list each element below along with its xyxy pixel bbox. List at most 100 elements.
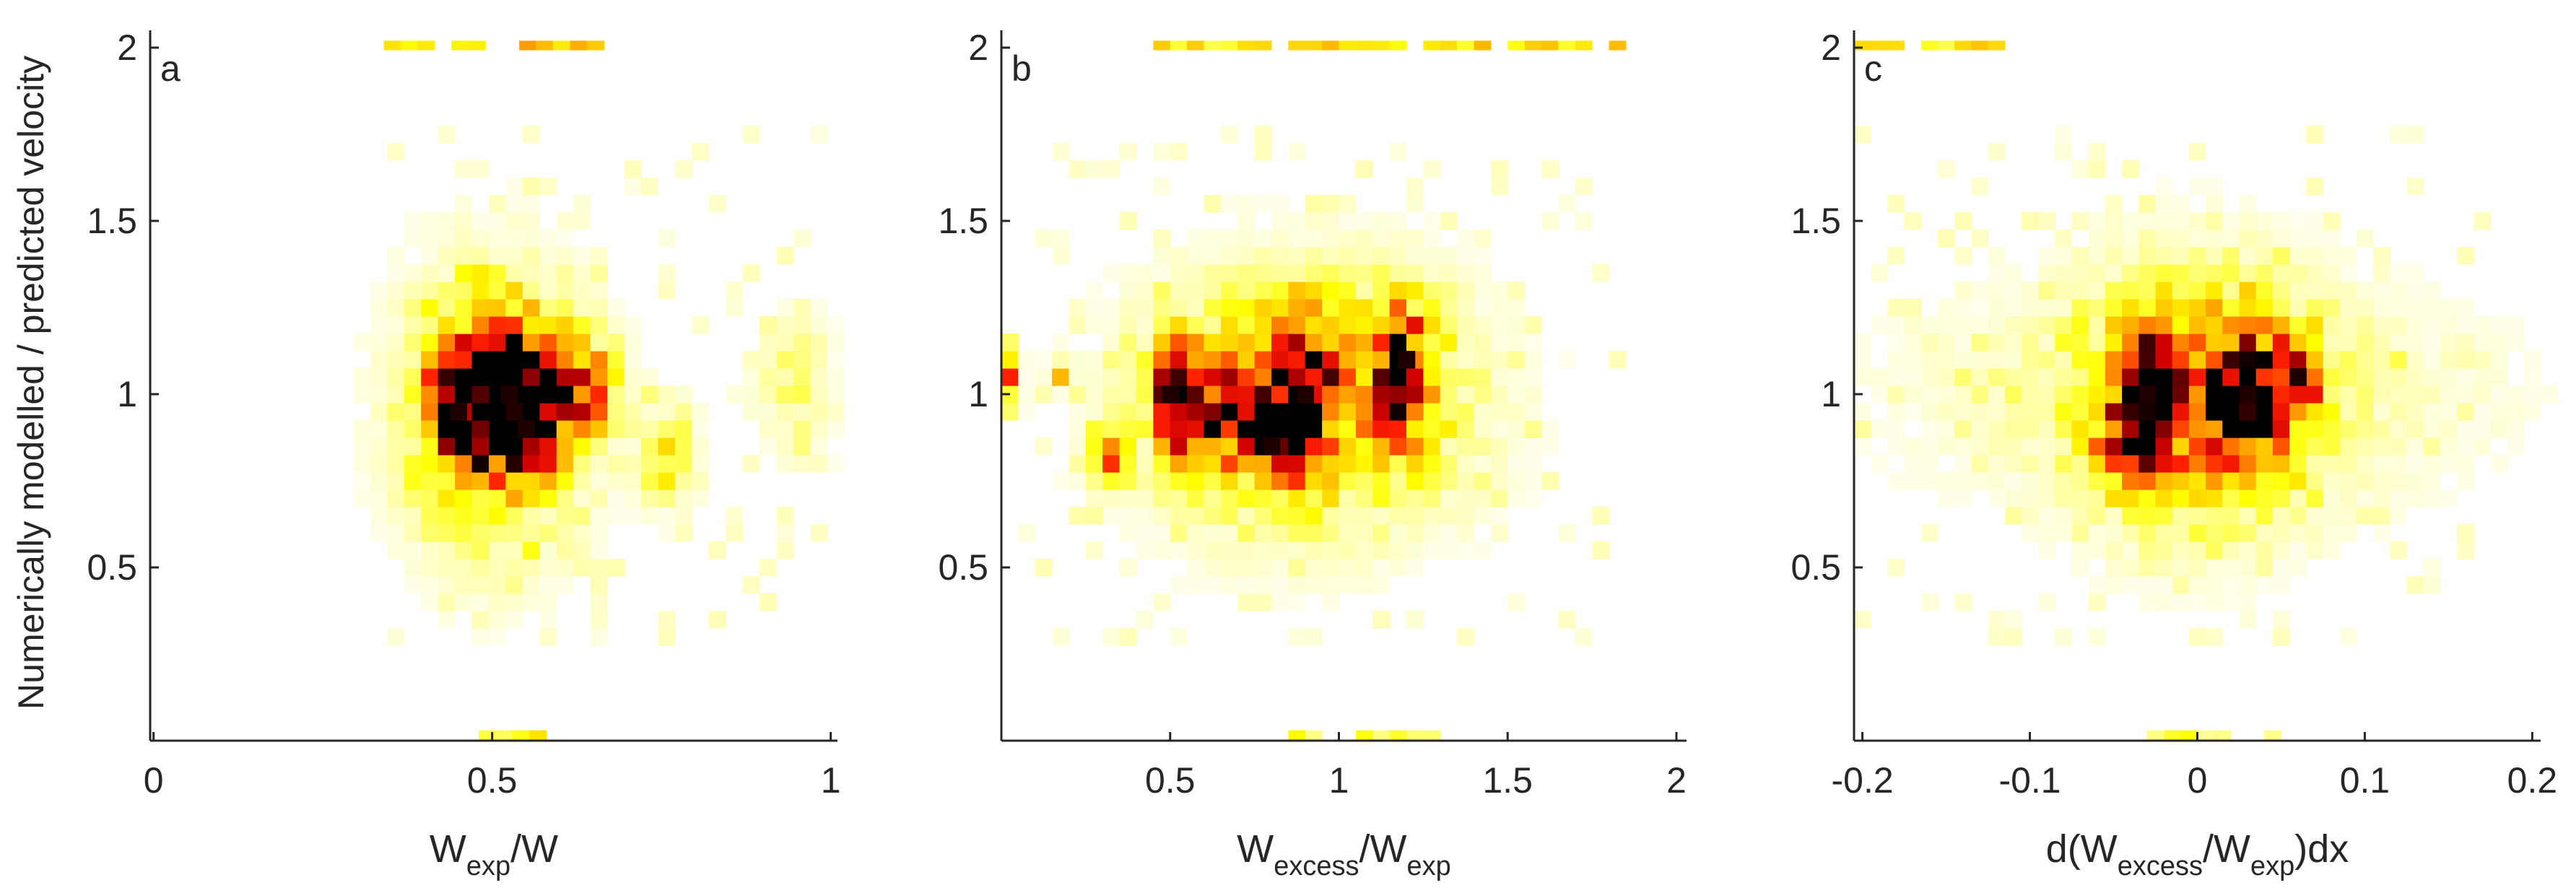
heatmap-cell [2138, 230, 2157, 248]
heatmap-cell [2122, 247, 2139, 265]
heatmap-cell [1988, 282, 2006, 300]
heatmap-cell [2272, 455, 2290, 473]
heatmap-cell [810, 334, 828, 352]
heatmap-cell [1389, 143, 1407, 161]
heatmap-cell [793, 316, 811, 334]
heatmap-cell [1474, 489, 1492, 508]
heatmap-cell [2172, 593, 2190, 611]
heatmap-cell [1102, 160, 1121, 178]
heatmap-cell [2188, 420, 2206, 438]
heatmap-cell [2155, 195, 2173, 213]
heatmap-cell [708, 541, 726, 559]
heatmap-cell [1153, 420, 1171, 438]
heatmap-cell [2406, 282, 2424, 300]
heatmap-cell [1305, 230, 1323, 248]
heatmap-cell [2155, 299, 2173, 317]
heatmap-cell [1954, 420, 1972, 438]
heatmap-cell [1119, 420, 1137, 438]
heatmap-cell [1440, 351, 1458, 369]
heatmap-cell [2306, 334, 2324, 352]
heatmap-cell [1389, 368, 1407, 386]
heatmap-cell [1237, 368, 1256, 386]
heatmap-cell [1339, 403, 1357, 421]
heatmap-cell [2155, 230, 2173, 248]
heatmap-cell [2490, 420, 2508, 438]
heatmap-cell [404, 576, 422, 594]
heatmap-cell [539, 299, 557, 317]
heatmap-cell [793, 230, 811, 248]
heatmap-cell [471, 247, 489, 265]
heatmap-cell [505, 368, 523, 386]
heatmap-cell [1288, 576, 1306, 594]
heatmap-cell [1305, 420, 1323, 438]
heatmap-cell [1406, 559, 1424, 577]
heatmap-cell [2239, 368, 2257, 386]
heatmap-cell [2306, 368, 2324, 386]
heatmap-cell [404, 489, 422, 508]
heatmap-cell [1904, 403, 1922, 421]
heatmap-cell [1372, 472, 1391, 490]
heatmap-cell [404, 299, 422, 317]
heatmap-cell [1220, 334, 1238, 352]
heatmap-cell [539, 559, 557, 577]
heatmap-cell [539, 455, 557, 473]
heatmap-cell [2188, 628, 2206, 646]
heatmap-cell [1322, 593, 1340, 611]
heatmap-cell [2038, 507, 2055, 525]
heatmap-cell [2289, 472, 2307, 490]
heatmap-cell [1102, 420, 1121, 438]
heatmap-cell [1406, 247, 1424, 265]
heatmap-cell [1372, 334, 1391, 352]
heatmap-cell [1204, 472, 1222, 490]
heatmap-cell [2339, 368, 2357, 386]
x-axis-label: Wexp/W [430, 827, 558, 881]
heatmap-cell [2206, 316, 2223, 334]
heatmap-cell [438, 541, 456, 559]
heatmap-cell [1069, 437, 1087, 456]
heatmap-cell [2356, 489, 2374, 508]
edge-band-cell [570, 40, 588, 51]
heatmap-cell [2038, 351, 2055, 369]
heatmap-cell [438, 126, 456, 144]
heatmap-cell [1524, 455, 1542, 473]
heatmap-cell [1507, 282, 1526, 300]
heatmap-cell [2373, 247, 2390, 265]
heatmap-cell [2105, 334, 2123, 352]
heatmap-cell [1372, 385, 1391, 404]
heatmap-cell [2222, 489, 2240, 508]
heatmap-cell [1102, 385, 1121, 404]
heatmap-cell [2222, 403, 2240, 421]
heatmap-cell [1102, 368, 1121, 386]
heatmap-cell [590, 264, 608, 282]
heatmap-cell [2356, 472, 2374, 490]
heatmap-cell [1423, 282, 1441, 300]
heatmap-cell [1339, 559, 1357, 577]
heatmap-cell [2088, 351, 2106, 369]
heatmap-cell [1490, 524, 1508, 542]
heatmap-cell [2071, 160, 2089, 178]
heatmap-cell [2306, 126, 2324, 144]
heatmap-cell [1271, 524, 1289, 542]
heatmap-cell [1423, 160, 1441, 178]
heatmap-cell [1288, 368, 1306, 386]
heatmap-cell [1136, 299, 1154, 317]
heatmap-cell [607, 455, 625, 473]
heatmap-cell [1457, 247, 1475, 265]
heatmap-cell [1035, 230, 1053, 248]
heatmap-cell [2390, 472, 2407, 490]
heatmap-cell [1237, 351, 1256, 369]
heatmap-cell [2206, 455, 2223, 473]
heatmap-cell [489, 420, 506, 438]
heatmap-cell [2222, 541, 2240, 559]
heatmap-cell [793, 299, 811, 317]
heatmap-cell [1938, 351, 1955, 369]
heatmap-cell [1085, 316, 1103, 334]
heatmap-cell [2038, 541, 2055, 559]
heatmap-cell [2306, 524, 2324, 542]
heatmap-cell [1085, 472, 1103, 490]
heatmap-cell [1136, 524, 1154, 542]
heatmap-cell [1474, 230, 1492, 248]
heatmap-cell [2406, 368, 2424, 386]
heatmap-cell [1575, 212, 1593, 230]
heatmap-cell [1102, 316, 1121, 334]
